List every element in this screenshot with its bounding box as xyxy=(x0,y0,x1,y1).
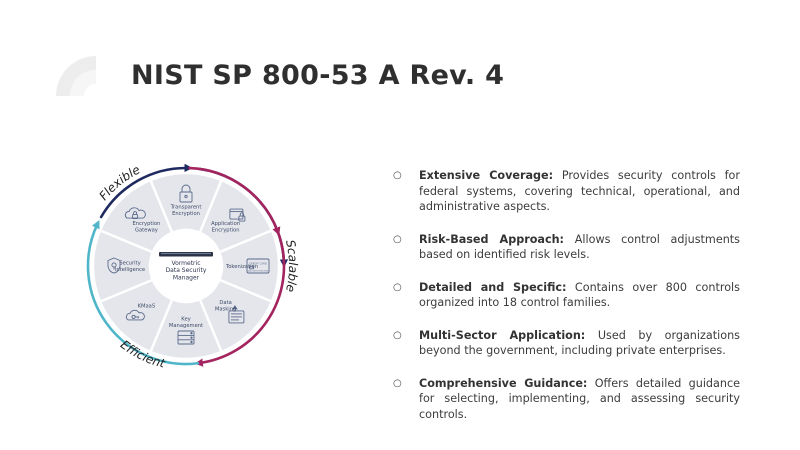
segment-label: Key Management xyxy=(169,317,203,330)
bullet-heading: Risk-Based Approach: xyxy=(419,232,565,246)
bullet-text: Allows control adjustments based on iden… xyxy=(419,232,741,262)
bullet-text: Contains over 800 controls organized int… xyxy=(419,280,740,310)
segment-label: Encryption Gateway xyxy=(132,221,160,234)
wheel-segment: Encryption Gateway xyxy=(98,178,174,254)
bullet-text: Provides security controls for federal s… xyxy=(419,169,740,213)
bullet-item: ○ Risk-Based Approach: Allows control adj… xyxy=(393,232,740,263)
credit-card-icon: CREDIT CARD 7246 9078 9100 6607 xyxy=(246,258,270,274)
masked-form-icon xyxy=(228,305,245,324)
center-label-line: Data Security xyxy=(166,267,207,274)
corner-decoration xyxy=(56,56,96,96)
efficient-arc xyxy=(86,220,200,366)
center-circle xyxy=(151,231,221,301)
segment-label-line: Application xyxy=(211,221,240,227)
bullet-text: Used by organizations beyond the governm… xyxy=(419,328,740,358)
bullet-heading: Multi-Sector Application: xyxy=(419,328,586,342)
flexible-arc xyxy=(99,163,193,219)
bullet-list: ○ Extensive Coverage: Provides security c… xyxy=(393,168,740,439)
bullet-marker: ○ xyxy=(393,281,402,293)
card-number: 7246 9078 9100 6607 xyxy=(246,270,270,272)
segment-label: Data Masking xyxy=(215,300,236,313)
arc-label: Scalable xyxy=(283,239,300,294)
segment-label-line: Gateway xyxy=(135,228,158,234)
padlock-icon xyxy=(179,184,193,203)
wheel-segment: Security Intelligence xyxy=(91,228,155,304)
segment-label-line: Encryption xyxy=(212,228,240,234)
bullet-item: ○ Detailed and Specific: Contains over 80… xyxy=(393,280,740,311)
bullet-text: Offers detailed guidance for selecting, … xyxy=(419,376,741,421)
segment-label-line: Management xyxy=(169,323,203,329)
center-label-line: Vormetric xyxy=(172,260,201,267)
segment-label-line: Encryption xyxy=(172,211,200,217)
bullet-item: ○ Multi-Sector Application: Used by organ… xyxy=(393,328,740,359)
cloud-lock-icon xyxy=(124,207,146,220)
segment-label-line: Tokenization xyxy=(225,264,258,270)
segment-label: KMaaS xyxy=(138,303,156,309)
center-hub: Vormetric Data Security Manager xyxy=(151,231,221,301)
segment-label: Application Encryption xyxy=(211,221,240,234)
center-label-line: Manager xyxy=(173,274,200,281)
bullet-marker: ○ xyxy=(393,329,402,341)
bullet-item: ○ Extensive Coverage: Provides security c… xyxy=(393,168,740,215)
bullet-item: ○ Comprehensive Guidance: Offers detailed… xyxy=(393,376,740,423)
segment-label-line: Data xyxy=(219,300,231,306)
segment-label-line: KMaaS xyxy=(138,303,156,309)
server-rack-icon xyxy=(177,330,195,345)
card-title: CREDIT CARD xyxy=(249,262,267,266)
bullet-marker: ○ xyxy=(393,377,402,389)
appliance-icon xyxy=(159,252,213,257)
bullet-heading: Detailed and Specific: xyxy=(419,280,567,294)
segment-label-line: Security xyxy=(119,261,140,267)
bullet-heading: Comprehensive Guidance: xyxy=(419,376,588,390)
segment-label-line: Intelligence xyxy=(115,267,145,273)
scalable-arc xyxy=(188,166,281,236)
slide-title: NIST SP 800-53 A Rev. 4 xyxy=(131,60,505,91)
arc-label-text: Scalable xyxy=(283,239,300,294)
segment-label: Security Intelligence xyxy=(115,261,145,274)
segment-label: Tokenization xyxy=(225,264,258,270)
bullet-marker: ○ xyxy=(393,233,402,245)
application-window-icon xyxy=(229,208,246,222)
cloud-key-icon xyxy=(125,309,145,321)
bullet-heading: Extensive Coverage: xyxy=(419,169,554,182)
center-label: Vormetric Data Security Manager xyxy=(166,260,207,281)
segment-shape xyxy=(98,178,174,254)
segment-label-line: Key xyxy=(181,317,190,323)
segment-label-line: Encryption xyxy=(132,221,160,227)
segment-label: Transparent Encryption xyxy=(170,205,202,218)
bullet-marker: ○ xyxy=(393,170,402,181)
segment-label-line: Masking xyxy=(215,307,236,313)
scalable-arc-lower xyxy=(194,231,286,367)
shield-icon xyxy=(107,257,121,274)
segment-label-line: Transparent xyxy=(170,205,202,211)
